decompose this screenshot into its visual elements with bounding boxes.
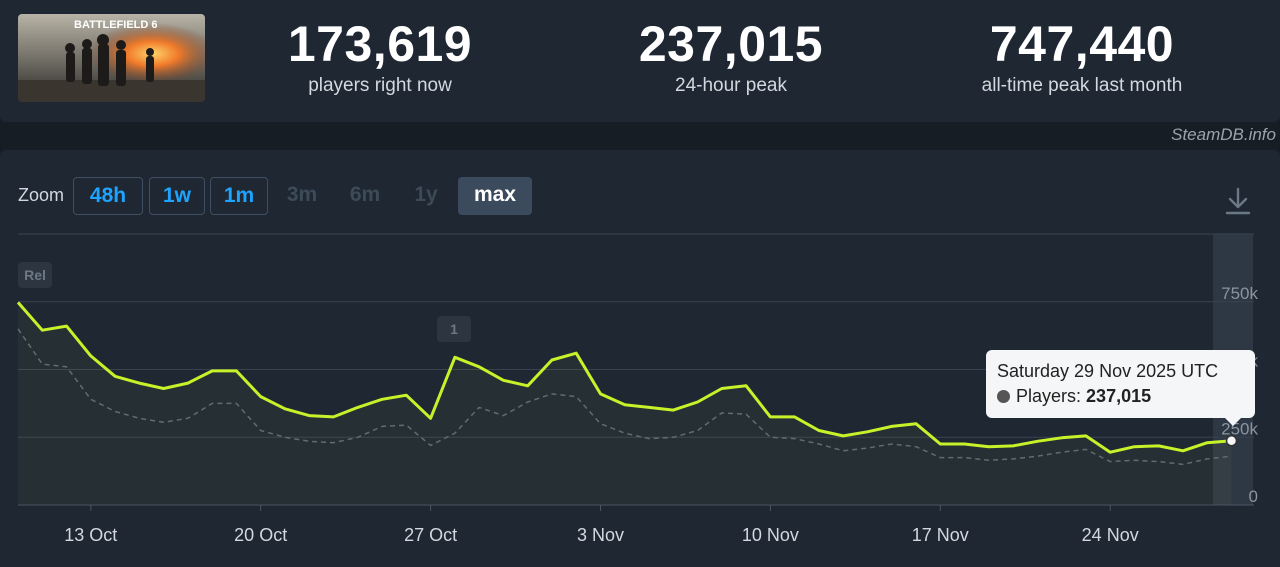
series-dot-icon bbox=[997, 390, 1010, 403]
peak-24h-value: 237,015 bbox=[638, 16, 824, 72]
series-0-area bbox=[18, 302, 1232, 505]
zoom-1w-button[interactable]: 1w bbox=[149, 177, 205, 215]
battlefield-6-capsule-image: BATTLEFIELD 6 bbox=[18, 14, 205, 102]
y-tick-750k: 750k bbox=[1221, 284, 1258, 303]
x-tick-6: 24 Nov bbox=[1082, 525, 1139, 545]
current-players-value: 173,619 bbox=[287, 16, 473, 72]
secondary-series bbox=[17, 328, 1232, 466]
x-tick-0: 13 Oct bbox=[64, 525, 117, 545]
zoom-6m-button[interactable]: 6m bbox=[349, 183, 381, 206]
steamdb-credit[interactable]: SteamDB.info bbox=[1171, 125, 1276, 144]
flag-box-0 bbox=[18, 262, 52, 288]
flag-label-1: 1 bbox=[450, 321, 458, 337]
chart-flags: Rel 1 bbox=[18, 262, 471, 342]
x-tick-1: 20 Oct bbox=[234, 525, 287, 545]
x-tick-3: 3 Nov bbox=[577, 525, 624, 545]
x-axis-labels: 13 Oct 20 Oct 27 Oct 3 Nov 10 Nov 17 Nov 24 No… bbox=[18, 504, 1254, 545]
flag-box-1 bbox=[437, 316, 471, 342]
zoom-1y-button[interactable]: 1y bbox=[414, 183, 438, 206]
y-tick-0: 0 bbox=[1249, 487, 1258, 506]
alltime-peak-label: all-time peak last month bbox=[981, 75, 1183, 96]
zoom-48h-button[interactable]: 48h bbox=[73, 177, 143, 215]
current-players-stat: 173,619 players right now bbox=[280, 14, 480, 98]
x-tick-2: 27 Oct bbox=[404, 525, 457, 545]
tooltip-row: Players: 237,015 bbox=[997, 385, 1255, 407]
tooltip-date: Saturday 29 Nov 2025 UTC bbox=[997, 361, 1219, 381]
download-icon[interactable] bbox=[1224, 186, 1252, 221]
series-1-line bbox=[17, 328, 1232, 466]
zoom-1m-button[interactable]: 1m bbox=[210, 177, 268, 215]
stats-bar: BATTLEFIELD 6 173,619 players right now … bbox=[0, 0, 1280, 122]
players-series bbox=[16, 301, 1232, 505]
tooltip-series-label: Players: bbox=[1016, 386, 1082, 406]
zoom-3m-button[interactable]: 3m bbox=[286, 183, 318, 206]
zoom-label: Zoom bbox=[18, 185, 65, 205]
tooltip-value: 237,015 bbox=[1086, 386, 1152, 406]
game-capsule-image[interactable]: BATTLEFIELD 6 bbox=[18, 14, 205, 102]
tooltip-caret bbox=[1225, 418, 1241, 426]
game-art-title: BATTLEFIELD 6 bbox=[74, 19, 158, 31]
x-tick-5: 17 Nov bbox=[912, 525, 969, 545]
peak-24h-label: 24-hour peak bbox=[675, 75, 787, 96]
zoom-max-button[interactable]: max bbox=[458, 177, 532, 215]
chart-tooltip: Saturday 29 Nov 2025 UTC Players: 237,01… bbox=[986, 350, 1255, 418]
peak-24h-stat: 237,015 24-hour peak bbox=[621, 14, 841, 98]
x-tick-4: 10 Nov bbox=[742, 525, 799, 545]
alltime-peak-stat: 747,440 all-time peak last month bbox=[962, 14, 1202, 98]
hover-point bbox=[1225, 435, 1238, 447]
flag-label-0: Rel bbox=[24, 267, 46, 283]
alltime-peak-value: 747,440 bbox=[989, 16, 1175, 72]
current-players-label: players right now bbox=[308, 75, 452, 96]
